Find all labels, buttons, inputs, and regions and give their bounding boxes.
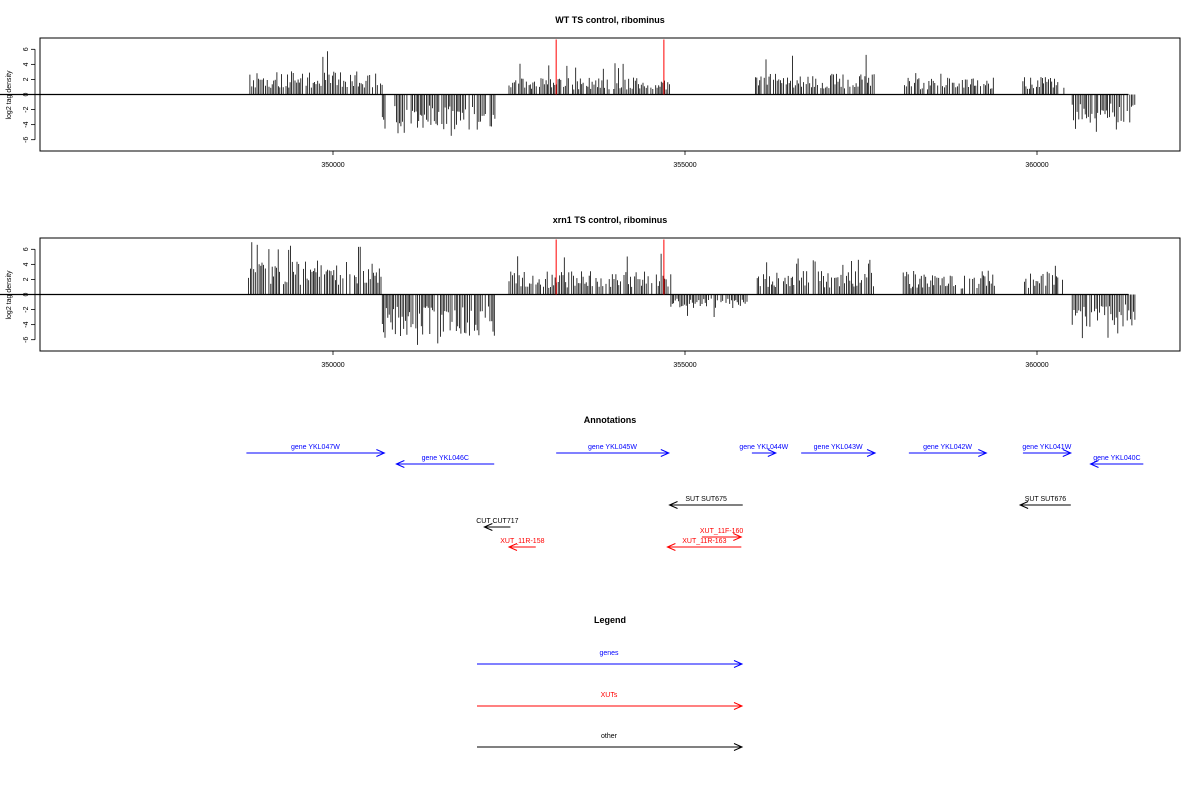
x-tick-label: 360000	[1025, 362, 1048, 369]
annotation-label: gene YKL045W	[588, 444, 637, 451]
y-tick-label: -6	[23, 136, 30, 142]
x-tick-label: 355000	[673, 162, 696, 169]
y-tick-label: 6	[23, 47, 30, 51]
annotation-arrow-head	[376, 449, 386, 457]
annotation-feature: CUT CUT717	[476, 518, 519, 531]
annotation-feature: gene YKL044W	[739, 444, 789, 457]
x-tick-label: 360000	[1025, 162, 1048, 169]
annotation-feature: gene YKL047W	[246, 444, 386, 457]
annotation-feature: gene YKL041W	[1022, 444, 1073, 457]
annotation-label: XUT_11F-160	[700, 528, 744, 535]
annotation-arrow-head	[767, 449, 778, 457]
y-tick-label: -6	[23, 336, 30, 342]
annotation-arrow-head	[866, 449, 877, 457]
annotation-arrow-head	[1062, 449, 1073, 457]
annotation-feature: gene YKL042W	[908, 444, 988, 457]
annotation-arrow-head	[978, 449, 988, 457]
panel-wt: WT TS control, ribominus -6 -4 -2 0 2 4 6 3500…	[0, 15, 1181, 169]
annotation-label: CUT CUT717	[476, 518, 518, 525]
legend-item: XUTs	[477, 692, 744, 710]
x-tick-label: 355000	[673, 362, 696, 369]
y-tick-label: 4	[23, 62, 30, 66]
legend-items: genes XUTs other	[477, 650, 744, 751]
legend-item: genes	[477, 650, 744, 668]
annotation-feature: gene YKL045W	[556, 444, 671, 457]
panel-wt-bars	[0, 39, 1136, 136]
annotation-arrow-head	[483, 523, 493, 531]
y-tick-label: 2	[23, 277, 30, 281]
panel-wt-y-label: log2 tag density	[6, 70, 13, 120]
annotation-arrow-head	[660, 449, 671, 457]
legend-label: XUTs	[601, 692, 618, 699]
legend-arrow-head	[733, 702, 744, 710]
annotation-feature: SUT SUT676	[1018, 496, 1071, 509]
y-tick-label: -2	[23, 306, 30, 312]
annotation-label: SUT SUT675	[685, 496, 727, 503]
panel-wt-title: WT TS control, ribominus	[555, 15, 665, 25]
annotation-label: gene YKL047W	[291, 444, 340, 451]
annotation-label: XUT_11R-163	[682, 538, 726, 545]
y-tick-label: -2	[23, 106, 30, 112]
legend-item: other	[477, 733, 744, 751]
legend-arrow-head	[733, 660, 744, 668]
legend-arrow-head	[733, 743, 744, 751]
panel-wt-x-axis: 350000 355000 360000	[321, 151, 1049, 169]
annotation-feature: SUT SUT675	[668, 496, 743, 509]
y-tick-label: 4	[23, 262, 30, 266]
legend-title: Legend	[594, 615, 626, 625]
annotation-label: gene YKL040C	[1093, 455, 1140, 462]
y-tick-label: 2	[23, 77, 30, 81]
annotations-track: Annotations gene YKL048Cgene YKL047Wgene…	[246, 415, 1144, 551]
legend-label: other	[601, 733, 618, 740]
annotation-feature: gene YKL040C	[1089, 455, 1144, 468]
x-tick-label: 350000	[321, 162, 344, 169]
y-tick-label: 0	[23, 92, 30, 96]
annotation-label: XUT_11R-158	[500, 538, 544, 545]
annotation-arrow-head	[1018, 501, 1029, 509]
annotation-arrow-head	[507, 543, 518, 551]
annotation-arrow-head	[1089, 460, 1099, 468]
annotation-label: gene YKL042W	[923, 444, 972, 451]
y-tick-label: 6	[23, 247, 30, 251]
panel-xrn1-x-axis: 350000 355000 360000	[321, 351, 1049, 369]
legend-label: genes	[599, 650, 619, 657]
annotation-feature: gene YKL046C	[395, 455, 495, 468]
y-tick-label: -4	[23, 121, 30, 127]
annotation-arrow-head	[668, 501, 678, 509]
panel-xrn1: xrn1 TS control, ribominus -6 -4 -2 0 2 4 6 35…	[0, 215, 1181, 369]
annotation-label: SUT SUT676	[1025, 496, 1067, 503]
y-tick-label: -4	[23, 321, 30, 327]
annotation-feature: gene YKL043W	[801, 444, 877, 457]
annotation-feature: XUT_11F-160	[700, 528, 744, 541]
panel-xrn1-y-axis: -6 -4 -2 0 2 4 6	[23, 247, 36, 343]
panel-xrn1-title: xrn1 TS control, ribominus	[553, 215, 668, 225]
annotation-label: gene YKL046C	[422, 455, 469, 462]
annotation-feature: XUT_11R-163	[666, 538, 742, 551]
annotation-label: gene YKL043W	[814, 444, 863, 451]
annotation-arrow-head	[733, 533, 743, 541]
x-tick-label: 350000	[321, 362, 344, 369]
legend: Legend genes XUTs other	[477, 615, 744, 751]
annotation-label: gene YKL041W	[1022, 444, 1071, 451]
panel-xrn1-bars	[0, 239, 1136, 345]
y-tick-label: 0	[23, 292, 30, 296]
annotation-arrow-head	[666, 543, 676, 551]
annotations-title: Annotations	[584, 415, 637, 425]
annotation-arrow-head	[395, 460, 405, 468]
panel-wt-y-axis: -6 -4 -2 0 2 4 6	[23, 47, 36, 143]
annotation-label: gene YKL044W	[739, 444, 788, 451]
panel-xrn1-y-label: log2 tag density	[6, 270, 13, 320]
annotation-feature: XUT_11R-158	[500, 538, 545, 551]
